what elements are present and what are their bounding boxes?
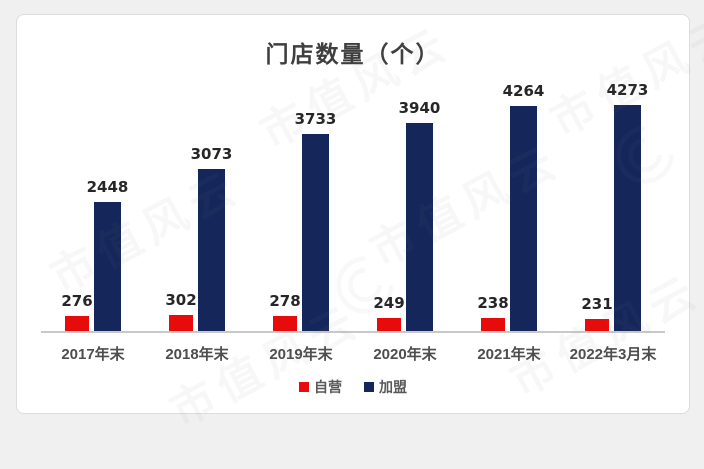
bar-self-operated: [65, 316, 89, 331]
bar-franchise: [302, 134, 329, 331]
chart-title: 门店数量（个）: [265, 42, 441, 67]
x-tick-label: 2017年末: [61, 346, 125, 363]
value-label: 278: [269, 292, 301, 310]
value-label: 3073: [190, 145, 233, 163]
footer-bar: 市值 风云 市值风云APP 头条 @市值风云客户端: [0, 414, 704, 469]
x-tick-label: 2018年末: [165, 346, 229, 363]
bar-franchise: [198, 169, 225, 331]
bar-franchise: [406, 123, 433, 331]
legend-swatch-red: [299, 382, 309, 392]
bar-self-operated: [273, 316, 297, 331]
legend-label: 加盟: [379, 379, 407, 395]
legend-item-self-operated: 自营: [299, 377, 342, 397]
plot-area: 276 2448 2017年末 302 3073 2018年末 278 3733 2019年末 2…: [41, 81, 665, 363]
x-tick-label: 2021年末: [477, 346, 541, 363]
legend-item-franchise: 加盟: [364, 377, 407, 397]
bar-franchise: [94, 202, 121, 331]
legend-swatch-navy: [364, 382, 374, 392]
legend: 自营 加盟: [17, 377, 689, 397]
legend-label: 自营: [314, 379, 342, 395]
x-tick-label: 2020年末: [373, 346, 437, 363]
value-label: 2448: [86, 178, 129, 196]
value-label: 231: [581, 295, 613, 313]
value-label: 249: [373, 294, 405, 312]
bar-group: 278 3733 2019年末: [249, 81, 353, 363]
bar-group: 231 4273 2022年3月末: [561, 81, 665, 363]
x-tick-label: 2019年末: [269, 346, 333, 363]
value-label: 302: [165, 291, 197, 309]
bar-group: 238 4264 2021年末: [457, 81, 561, 363]
bar-group: 302 3073 2018年末: [145, 81, 249, 363]
bar-group: 276 2448 2017年末: [41, 81, 145, 363]
value-label: 276: [61, 292, 93, 310]
value-label: 4273: [606, 81, 649, 99]
chart-card: 门店数量（个） 276 2448 2017年末 302 3073 2018年末 278 373…: [16, 14, 690, 414]
bar-self-operated: [377, 318, 401, 331]
value-label: 3733: [294, 110, 337, 128]
value-label: 3940: [398, 99, 441, 117]
bar-group: 249 3940 2020年末: [353, 81, 457, 363]
bar-self-operated: [585, 319, 609, 331]
value-label: 4264: [502, 82, 545, 100]
bar-self-operated: [481, 318, 505, 331]
bar-self-operated: [169, 315, 193, 331]
x-tick-label: 2022年3月末: [569, 346, 657, 363]
bar-franchise: [614, 105, 641, 331]
value-label: 238: [477, 294, 509, 312]
bar-franchise: [510, 106, 537, 331]
